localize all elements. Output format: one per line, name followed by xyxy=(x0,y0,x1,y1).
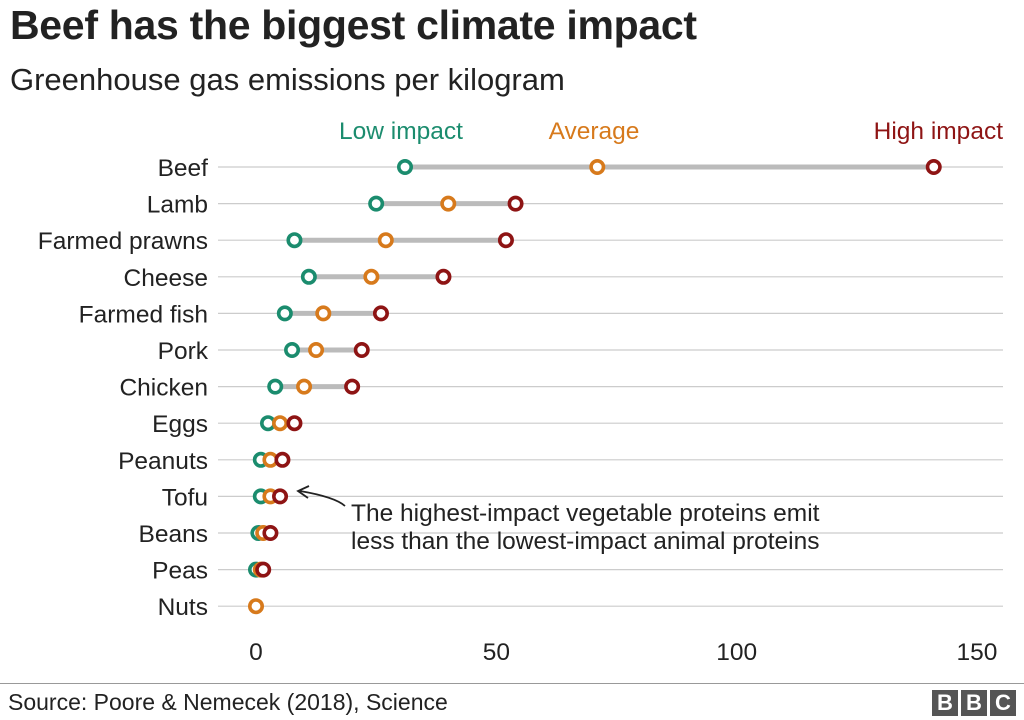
data-point xyxy=(286,415,303,432)
legend: Low impact Average High impact xyxy=(339,118,1003,145)
category-label: Nuts xyxy=(158,594,208,621)
chart-subtitle: Greenhouse gas emissions per kilogram xyxy=(10,62,565,97)
data-point xyxy=(272,415,289,432)
legend-item: Average xyxy=(549,118,640,145)
category-label: Beans xyxy=(139,521,208,548)
footer-divider xyxy=(0,683,1024,684)
category-labels: Beef Lamb Farmed prawns Cheese Farmed fish Po… xyxy=(38,155,209,621)
x-tick-label: 50 xyxy=(483,639,510,666)
annotation-text-line-1: The highest-impact vegetable proteins em… xyxy=(351,500,820,527)
data-point xyxy=(272,488,289,505)
category-label: Farmed prawns xyxy=(38,228,208,255)
category-label: Pork xyxy=(158,338,209,365)
data-point xyxy=(440,195,457,212)
annotation-arrow xyxy=(299,490,346,507)
data-points xyxy=(248,159,942,615)
data-point xyxy=(286,232,303,249)
source-note: Source: Poore & Nemecek (2018), Science xyxy=(8,689,448,715)
legend-item: High impact xyxy=(874,118,1004,145)
x-tick-label: 0 xyxy=(249,639,263,666)
data-point xyxy=(248,598,265,615)
data-point xyxy=(296,378,313,395)
data-point xyxy=(372,305,389,322)
data-point xyxy=(589,159,606,176)
data-point xyxy=(353,341,370,358)
data-point xyxy=(507,195,524,212)
data-point xyxy=(363,268,380,285)
data-point xyxy=(255,561,272,578)
category-label: Peas xyxy=(152,558,208,585)
data-point xyxy=(274,451,291,468)
data-point xyxy=(262,524,279,541)
dot-range-chart: Beef Lamb Farmed prawns Cheese Farmed fish Po… xyxy=(38,118,1003,666)
annotation: The highest-impact vegetable proteins em… xyxy=(296,485,820,555)
data-point xyxy=(300,268,317,285)
logo-letter: C xyxy=(990,690,1016,716)
category-label: Eggs xyxy=(152,411,208,438)
category-label: Chicken xyxy=(119,375,208,402)
category-label: Tofu xyxy=(162,484,208,511)
data-point xyxy=(397,159,414,176)
data-point xyxy=(308,341,325,358)
category-label: Farmed fish xyxy=(79,301,208,328)
data-point xyxy=(497,232,514,249)
data-point xyxy=(435,268,452,285)
data-point xyxy=(368,195,385,212)
logo-letter: B xyxy=(961,690,987,716)
data-point xyxy=(267,378,284,395)
data-point xyxy=(925,159,942,176)
data-point xyxy=(284,341,301,358)
category-label: Peanuts xyxy=(118,448,208,475)
bbc-logo: B B C xyxy=(932,690,1016,716)
x-tick-label: 150 xyxy=(957,639,998,666)
x-axis-ticks: 0 50 100 150 xyxy=(249,639,997,666)
logo-letter: B xyxy=(932,690,958,716)
legend-item: Low impact xyxy=(339,118,463,145)
data-point xyxy=(344,378,361,395)
category-label: Beef xyxy=(158,155,209,182)
annotation-text-line-2: less than the lowest-impact animal prote… xyxy=(351,528,819,555)
chart-title: Beef has the biggest climate impact xyxy=(10,2,697,48)
data-point xyxy=(377,232,394,249)
x-tick-label: 100 xyxy=(716,639,757,666)
data-point xyxy=(315,305,332,322)
category-label: Lamb xyxy=(147,192,208,219)
annotation-arrowhead xyxy=(296,485,310,499)
data-point xyxy=(276,305,293,322)
category-label: Cheese xyxy=(124,265,208,292)
